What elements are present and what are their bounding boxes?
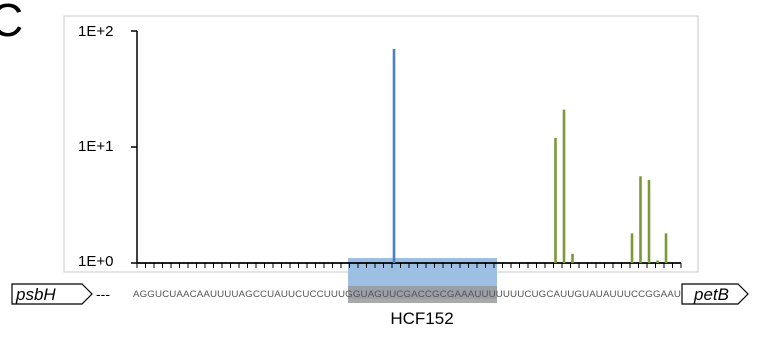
plot-frame [63, 15, 699, 273]
dashes: --- [96, 286, 110, 302]
rna-sequence: AGGUCUAACAAUUUUAGCCUAUUCUCCUUUGGUAGUUCGA… [133, 289, 681, 299]
psbH-gene-arrow: psbH [11, 283, 93, 305]
y-tick-label-1: 1E+0 [78, 253, 113, 270]
hcf152-label-box [348, 286, 497, 303]
y-tick-label-100: 1E+2 [78, 23, 113, 40]
axes [131, 30, 682, 268]
panel-label: C [0, 0, 23, 46]
petB-label: petB [693, 285, 729, 304]
petB-gene-arrow: petB [681, 283, 749, 305]
bars [392, 48, 668, 263]
hcf152-label: HCF152 [390, 309, 453, 328]
psbH-label: psbH [15, 285, 56, 304]
y-tick-label-10: 1E+1 [78, 138, 113, 155]
